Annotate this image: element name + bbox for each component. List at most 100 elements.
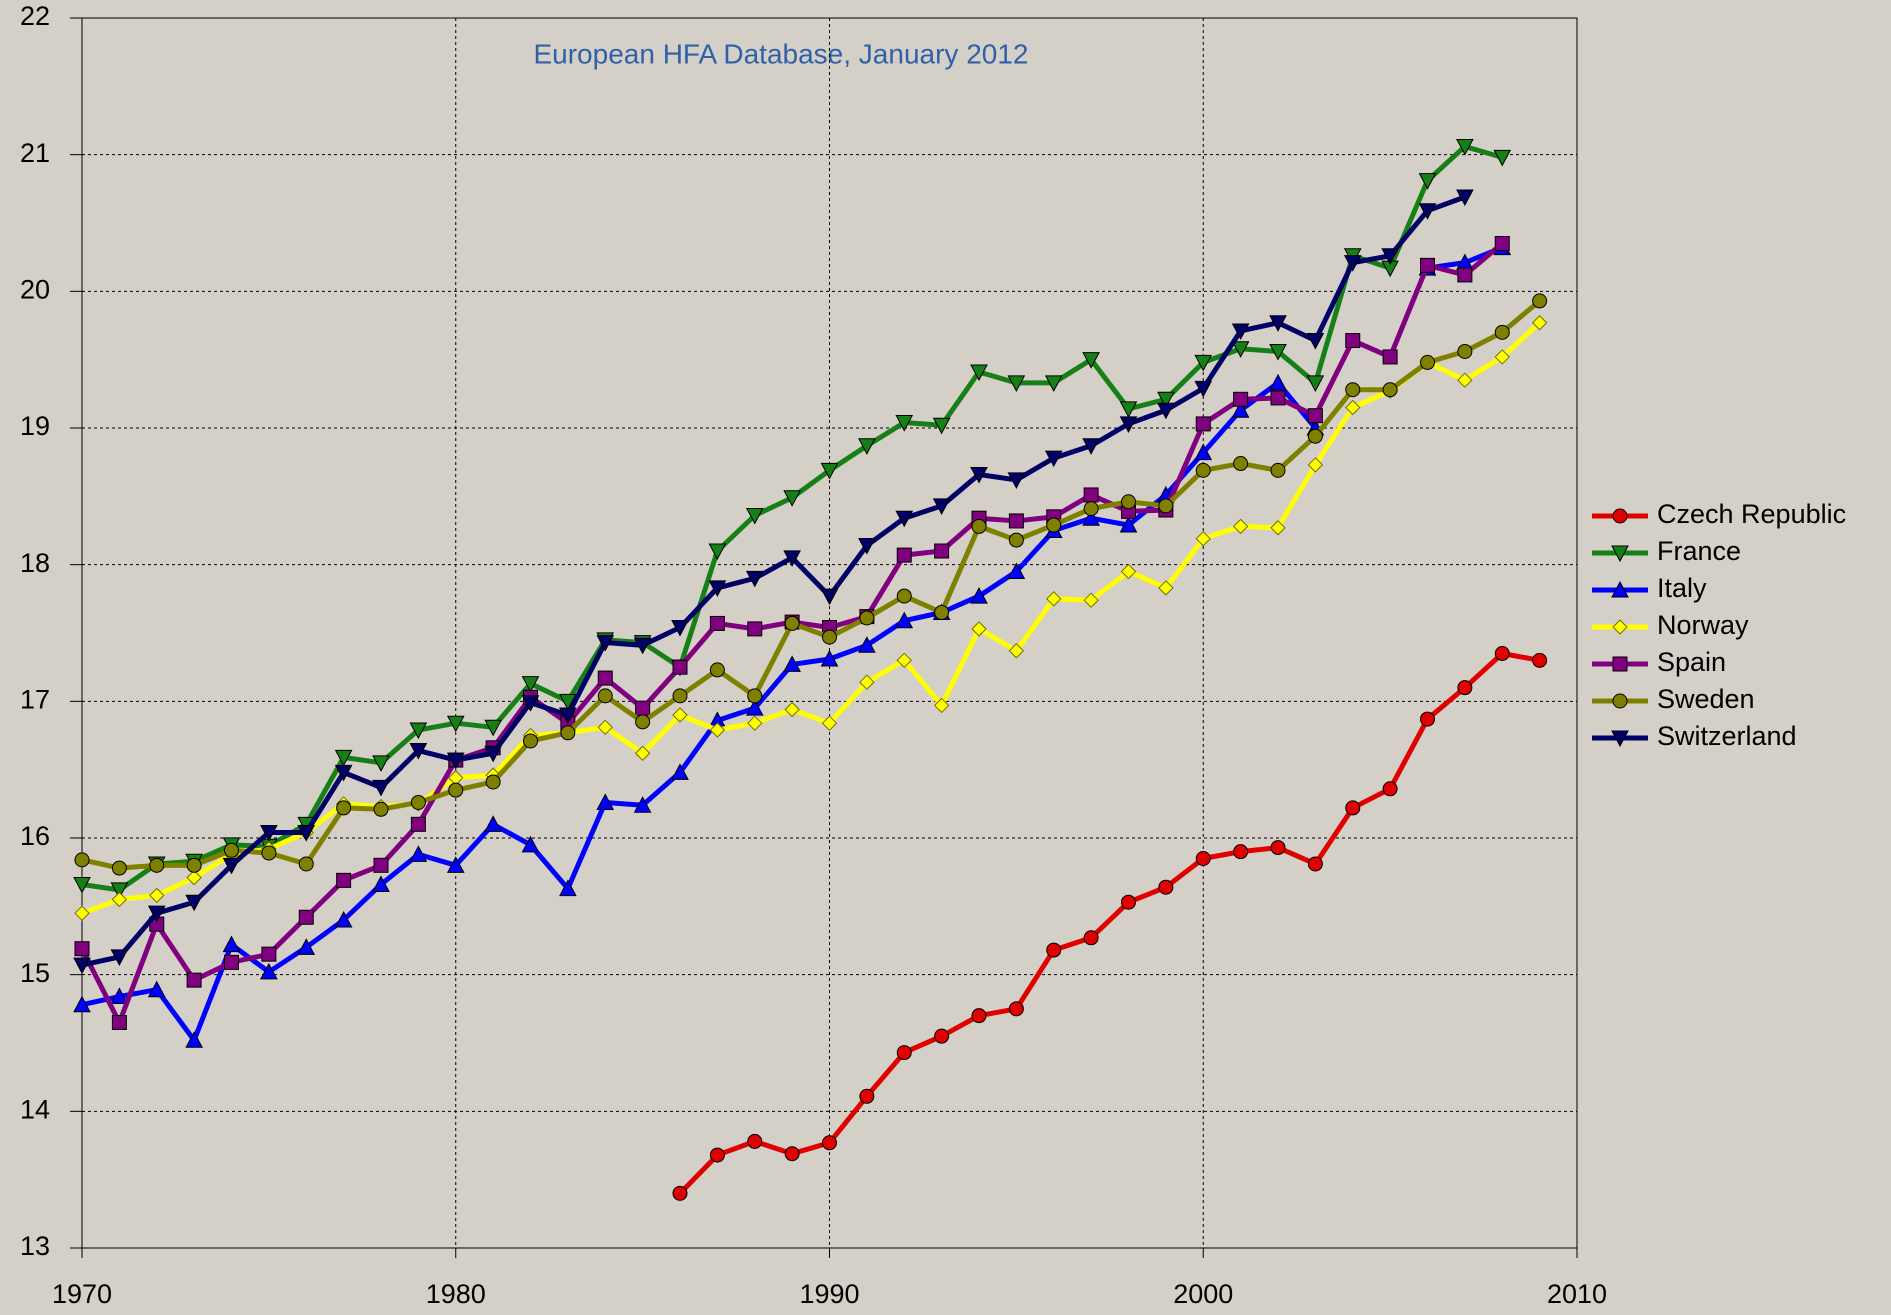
marker (1345, 399, 1361, 416)
marker (1420, 257, 1435, 273)
marker (373, 801, 389, 817)
marker (1231, 401, 1250, 418)
marker (73, 876, 91, 894)
marker (1532, 652, 1548, 668)
legend-label: Spain (1657, 647, 1726, 677)
marker (820, 649, 839, 667)
marker (1158, 879, 1174, 895)
marker (1044, 450, 1063, 468)
marker (147, 980, 166, 998)
marker (1231, 341, 1250, 358)
marker (185, 894, 203, 912)
marker (597, 688, 613, 704)
marker (484, 815, 502, 832)
legend-label: Norway (1657, 610, 1749, 640)
marker (446, 715, 465, 733)
y-tick-label: 20 (20, 274, 50, 304)
marker (747, 688, 763, 704)
marker (1158, 580, 1174, 596)
y-tick-label: 16 (20, 821, 50, 851)
marker (821, 715, 838, 731)
marker (1420, 354, 1435, 370)
marker (261, 946, 277, 962)
legend-label: Czech Republic (1657, 499, 1846, 529)
marker (1082, 352, 1100, 369)
x-tick-label: 1990 (799, 1279, 859, 1309)
marker (448, 782, 464, 798)
marker (747, 621, 763, 637)
marker (1270, 520, 1286, 536)
marker (297, 825, 316, 842)
marker (709, 662, 725, 678)
marker (297, 938, 316, 955)
marker (971, 518, 987, 534)
marker (932, 417, 951, 435)
marker (1119, 515, 1138, 533)
marker (896, 547, 912, 563)
marker (260, 962, 278, 980)
marker (934, 605, 950, 620)
marker (635, 714, 651, 730)
marker (896, 588, 912, 604)
marker (373, 857, 389, 873)
marker (1418, 173, 1437, 190)
marker (858, 636, 876, 653)
marker (896, 652, 912, 669)
marker (784, 701, 800, 718)
marker (932, 498, 951, 515)
marker (1307, 457, 1324, 473)
marker (672, 688, 688, 704)
marker (634, 745, 651, 761)
legend-marker (1612, 693, 1628, 709)
marker (859, 610, 875, 626)
marker (671, 763, 689, 780)
marker (970, 364, 988, 382)
legend-label: Italy (1657, 573, 1707, 603)
marker (372, 875, 390, 892)
marker (409, 722, 428, 740)
marker (745, 507, 764, 525)
marker (185, 1031, 203, 1048)
marker (1494, 324, 1510, 340)
marker (895, 510, 914, 528)
marker (1157, 391, 1175, 409)
marker (671, 620, 689, 637)
marker (1270, 462, 1286, 478)
marker (820, 588, 839, 606)
marker (1457, 372, 1473, 388)
marker (261, 845, 277, 861)
legend-marker (1611, 545, 1629, 563)
marker (147, 905, 166, 923)
marker (1008, 1001, 1024, 1017)
marker (521, 676, 540, 693)
marker (111, 1015, 127, 1030)
marker (709, 1147, 725, 1163)
marker (1345, 382, 1361, 398)
marker (1418, 203, 1437, 220)
x-tick-label: 2010 (1547, 1279, 1607, 1309)
marker (1456, 189, 1474, 207)
x-tick-label: 1980 (426, 1279, 486, 1309)
marker (523, 733, 538, 749)
marker (110, 949, 129, 966)
marker (446, 856, 465, 873)
marker (334, 764, 353, 782)
marker (1307, 428, 1323, 444)
marker (1382, 349, 1398, 365)
marker (1343, 255, 1362, 272)
marker (1381, 248, 1399, 265)
marker (110, 882, 129, 899)
legend-label: Sweden (1657, 684, 1755, 714)
marker (1306, 333, 1325, 350)
marker (1306, 375, 1325, 392)
marker (409, 743, 428, 760)
marker (372, 779, 390, 797)
marker (1158, 498, 1174, 514)
marker (1083, 487, 1099, 503)
marker (745, 570, 764, 588)
marker (484, 745, 502, 763)
marker (1008, 532, 1024, 548)
x-tick-label: 1970 (52, 1279, 112, 1309)
marker (820, 462, 839, 480)
